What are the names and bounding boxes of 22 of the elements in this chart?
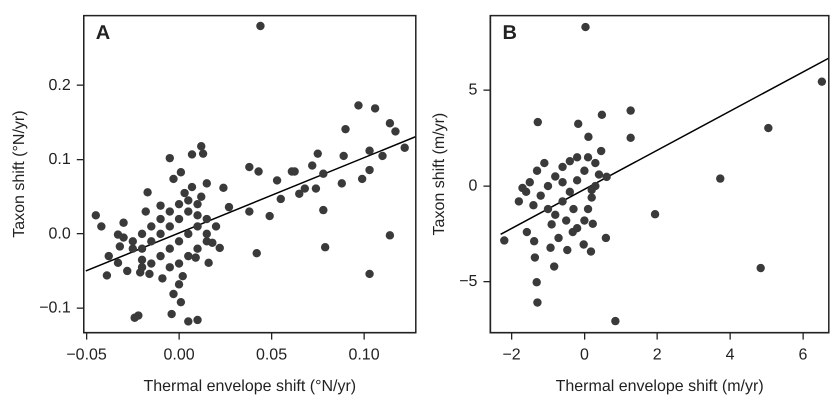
y-tick-label: 0 — [468, 177, 478, 194]
annotation: A — [96, 22, 110, 44]
x-tick-label: −2 — [502, 346, 521, 364]
x-axis-title: Thermal envelope shift (m/yr) — [556, 378, 764, 395]
y-axis-title: Taxon shift (m/yr) — [431, 112, 448, 236]
y-tick-label: −5 — [459, 273, 478, 290]
x-tick-label: 0.10 — [348, 346, 380, 364]
x-tick-label: 0 — [580, 346, 589, 364]
x-tick-label: 4 — [726, 346, 735, 364]
y-tick-label: −0.1 — [39, 300, 71, 317]
y-axis-title: Taxon shift (°N/yr) — [11, 110, 28, 238]
y-tick-label: 0.0 — [48, 225, 71, 242]
annotation: B — [502, 22, 517, 44]
x-tick-label: 0.05 — [256, 346, 288, 364]
x-tick-label: 0.00 — [163, 346, 195, 364]
x-tick-label: 2 — [652, 346, 662, 364]
y-tick-label: 5 — [468, 82, 478, 99]
y-tick-label: 0.2 — [48, 76, 71, 94]
x-axis-title: Thermal envelope shift (°N/yr) — [143, 378, 356, 395]
y-tick-label: 0.1 — [48, 151, 71, 168]
x-tick-label: 6 — [798, 346, 808, 364]
x-tick-label: −0.05 — [66, 346, 107, 364]
